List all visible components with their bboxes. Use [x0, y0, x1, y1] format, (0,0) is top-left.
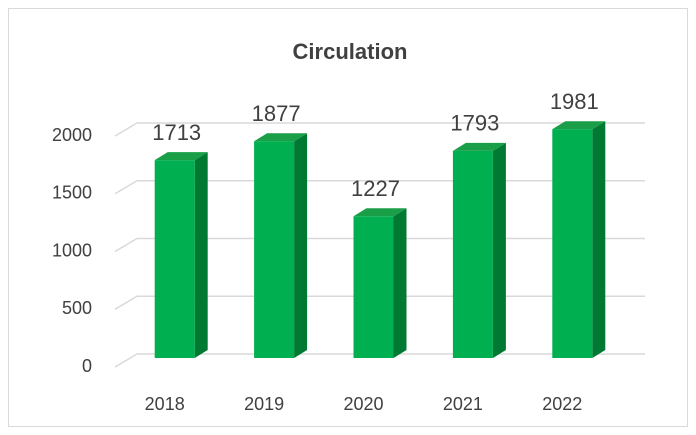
- y-tick-label: 1500: [52, 183, 92, 203]
- y-tick-label: 1000: [52, 240, 92, 260]
- bar-side: [294, 133, 308, 358]
- x-tick-label: 2018: [145, 394, 185, 414]
- bar: [353, 216, 394, 358]
- x-tick-label: 2021: [443, 394, 483, 414]
- y-tick-label: 2000: [52, 125, 92, 145]
- y-tick-label: 500: [62, 298, 92, 318]
- bar: [254, 141, 295, 358]
- data-label: 1793: [450, 111, 499, 136]
- grid-line: [114, 122, 645, 137]
- bar-side: [592, 121, 606, 358]
- y-tick-label: 0: [82, 356, 92, 376]
- data-label: 1713: [152, 120, 201, 145]
- bar: [154, 160, 195, 358]
- bar: [452, 150, 493, 358]
- data-label: 1877: [252, 101, 301, 126]
- bar-side: [492, 142, 506, 358]
- x-tick-label: 2019: [244, 394, 284, 414]
- x-tick-label: 2020: [343, 394, 383, 414]
- chart-title: Circulation: [293, 39, 408, 64]
- bar-top: [154, 152, 208, 161]
- bar-side: [194, 152, 208, 358]
- bar-side: [393, 208, 407, 358]
- x-tick-label: 2022: [542, 394, 582, 414]
- bar-top: [353, 208, 407, 217]
- data-label: 1981: [550, 89, 599, 114]
- bar-top: [552, 121, 606, 130]
- data-label: 1227: [351, 176, 400, 201]
- bar-top: [254, 133, 308, 142]
- bar-top: [452, 142, 506, 151]
- bar: [552, 129, 593, 358]
